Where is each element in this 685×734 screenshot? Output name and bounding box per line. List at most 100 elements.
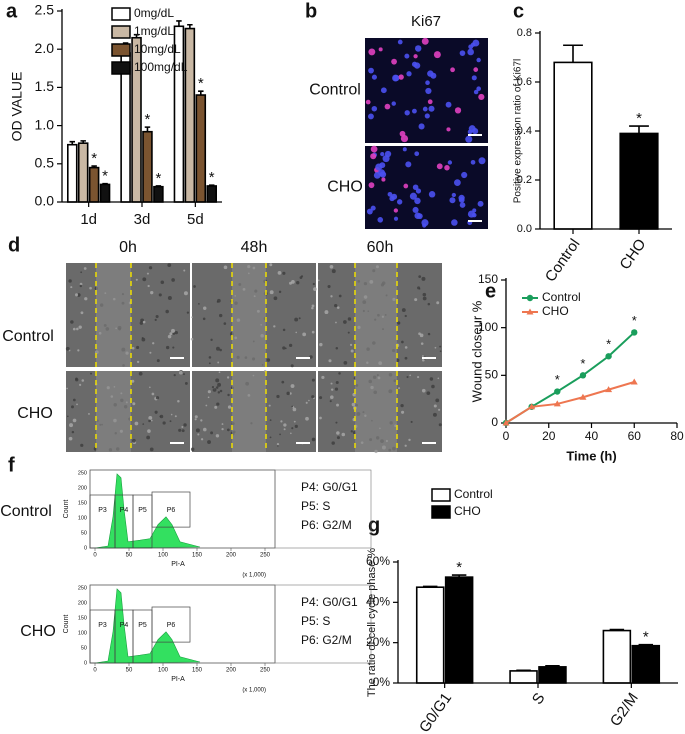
legend-label: 10mg/dL [134,42,181,56]
cell-texture [350,430,353,433]
nucleus [472,128,479,135]
gate-label: P3 [98,622,107,629]
marker [605,353,612,360]
x-tick-label: 1d [80,211,97,228]
nucleus [367,113,374,120]
cell-texture [66,415,69,418]
cell-texture [79,282,83,286]
cell-texture [335,346,339,350]
cell-texture [418,275,422,279]
nucleus [391,101,396,106]
error-bar [69,140,75,145]
cell-texture [291,427,294,430]
cell-texture [193,285,196,288]
cell-texture [156,359,160,363]
wound-area [232,263,266,367]
cell-texture [167,295,172,300]
cell-texture [148,266,153,270]
legend-label: 100mg/dL [134,60,188,74]
row-label: CHO [327,179,363,196]
marker [605,386,613,393]
nucleus [412,108,417,114]
cell-texture [131,379,135,383]
cell-texture [280,420,283,423]
cell-texture [217,391,221,394]
nucleus [425,87,432,95]
nucleus [454,179,461,187]
cell-texture [77,349,80,352]
y-tick-label: 0 [491,415,498,429]
cell-texture [214,405,218,409]
cell-texture [414,298,418,302]
nucleus [471,75,477,81]
cell-texture [70,320,74,324]
y-tick-label: 0 [84,545,87,551]
cell-texture [146,435,151,440]
cell-texture [210,338,213,342]
cell-texture [72,398,76,402]
nucleus [444,165,450,171]
cell-texture [142,423,145,425]
cell-texture [190,447,195,451]
x-axis-unit: (x 1,000) [242,573,266,579]
nucleus [389,195,395,202]
y-tick-label: 50 [81,645,87,651]
cell-texture [336,431,340,435]
cell-texture [401,340,404,344]
y-tick-label: 150 [478,272,498,286]
x-tick-label: 80 [670,429,684,443]
y-axis-label: Wound closeur % [469,300,484,402]
cell-texture [81,379,85,382]
cell-texture [282,346,286,350]
cell-texture [158,293,162,297]
error-bar [187,23,193,29]
nucleus [384,103,391,110]
cell-texture [420,342,424,345]
nucleus [397,39,403,45]
cell-texture [194,418,197,421]
error-bar [80,140,86,144]
x-tick-label: G0/G1 [416,690,455,734]
cell-texture [186,311,190,314]
bar [77,142,89,203]
nucleus [451,192,456,198]
nucleus [418,123,425,130]
nucleus [414,45,422,52]
cell-texture [216,346,220,351]
y-tick-label: 0.0 [35,193,55,209]
cell-texture [335,421,338,424]
cell-texture [181,429,185,433]
legend-text: P5: S [301,499,330,513]
cell-texture [174,330,178,335]
x-axis-unit: (x 1,000) [242,688,266,694]
cell-texture [221,427,224,431]
cell-texture [404,346,408,349]
cell-texture [433,404,437,408]
gate [151,491,191,528]
x-tick-label: 150 [192,553,203,559]
legend-box [274,584,372,664]
gate-label: P5 [138,507,147,514]
nucleus [406,71,412,77]
cell-texture [404,444,407,447]
nucleus [387,191,393,197]
y-tick-label: 150 [78,500,87,506]
panel-label: a [6,0,18,22]
y-tick-label: 250 [78,585,87,591]
x-tick-label: 50 [126,668,133,674]
y-tick-label: 40% [366,595,390,609]
cell-texture [329,400,332,403]
y-tick-label: 200 [78,485,87,491]
cell-texture [202,317,206,321]
nucleus [370,145,378,153]
bar [602,629,632,684]
nucleus [424,113,430,119]
cell-texture [401,410,405,414]
cell-texture [324,310,329,315]
error-bar [422,585,438,588]
nucleus [428,105,435,112]
bar [619,132,659,230]
cell-texture [408,438,411,442]
cell-texture [65,346,70,351]
